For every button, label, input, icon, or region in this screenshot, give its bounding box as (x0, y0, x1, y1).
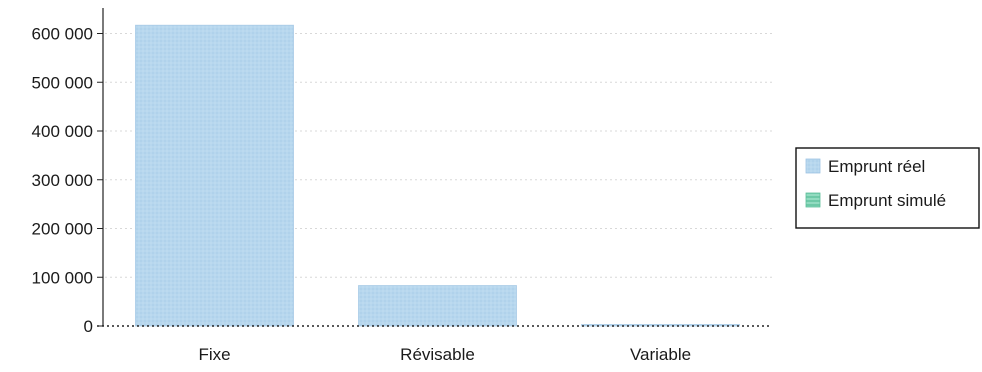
bar-fixe-series-0 (135, 24, 294, 327)
y-tick-label: 200 000 (32, 220, 93, 239)
y-tick-label: 0 (84, 317, 93, 336)
legend-swatch (805, 158, 821, 174)
legend: Emprunt réel Emprunt simulé (795, 147, 980, 229)
y-tick-label: 100 000 (32, 268, 93, 287)
legend-box (795, 147, 980, 229)
y-tick-label: 600 000 (32, 25, 93, 44)
axes: 0 100 000 200 000 300 000 400 000 500 000 600 … (32, 8, 772, 364)
y-tick-label: 400 000 (32, 122, 93, 141)
legend-swatch (805, 192, 821, 208)
legend-label: Emprunt simulé (828, 191, 946, 210)
legend-label: Emprunt réel (828, 157, 925, 176)
x-tick-label: Variable (630, 345, 691, 364)
y-tick-label: 500 000 (32, 73, 93, 92)
bars (135, 24, 740, 327)
x-tick-label: Révisable (400, 345, 475, 364)
y-tick-label: 300 000 (32, 171, 93, 190)
x-tick-label: Fixe (198, 345, 230, 364)
bar-variable-series-0 (581, 324, 740, 327)
bar-revisable-series-0 (358, 285, 517, 327)
